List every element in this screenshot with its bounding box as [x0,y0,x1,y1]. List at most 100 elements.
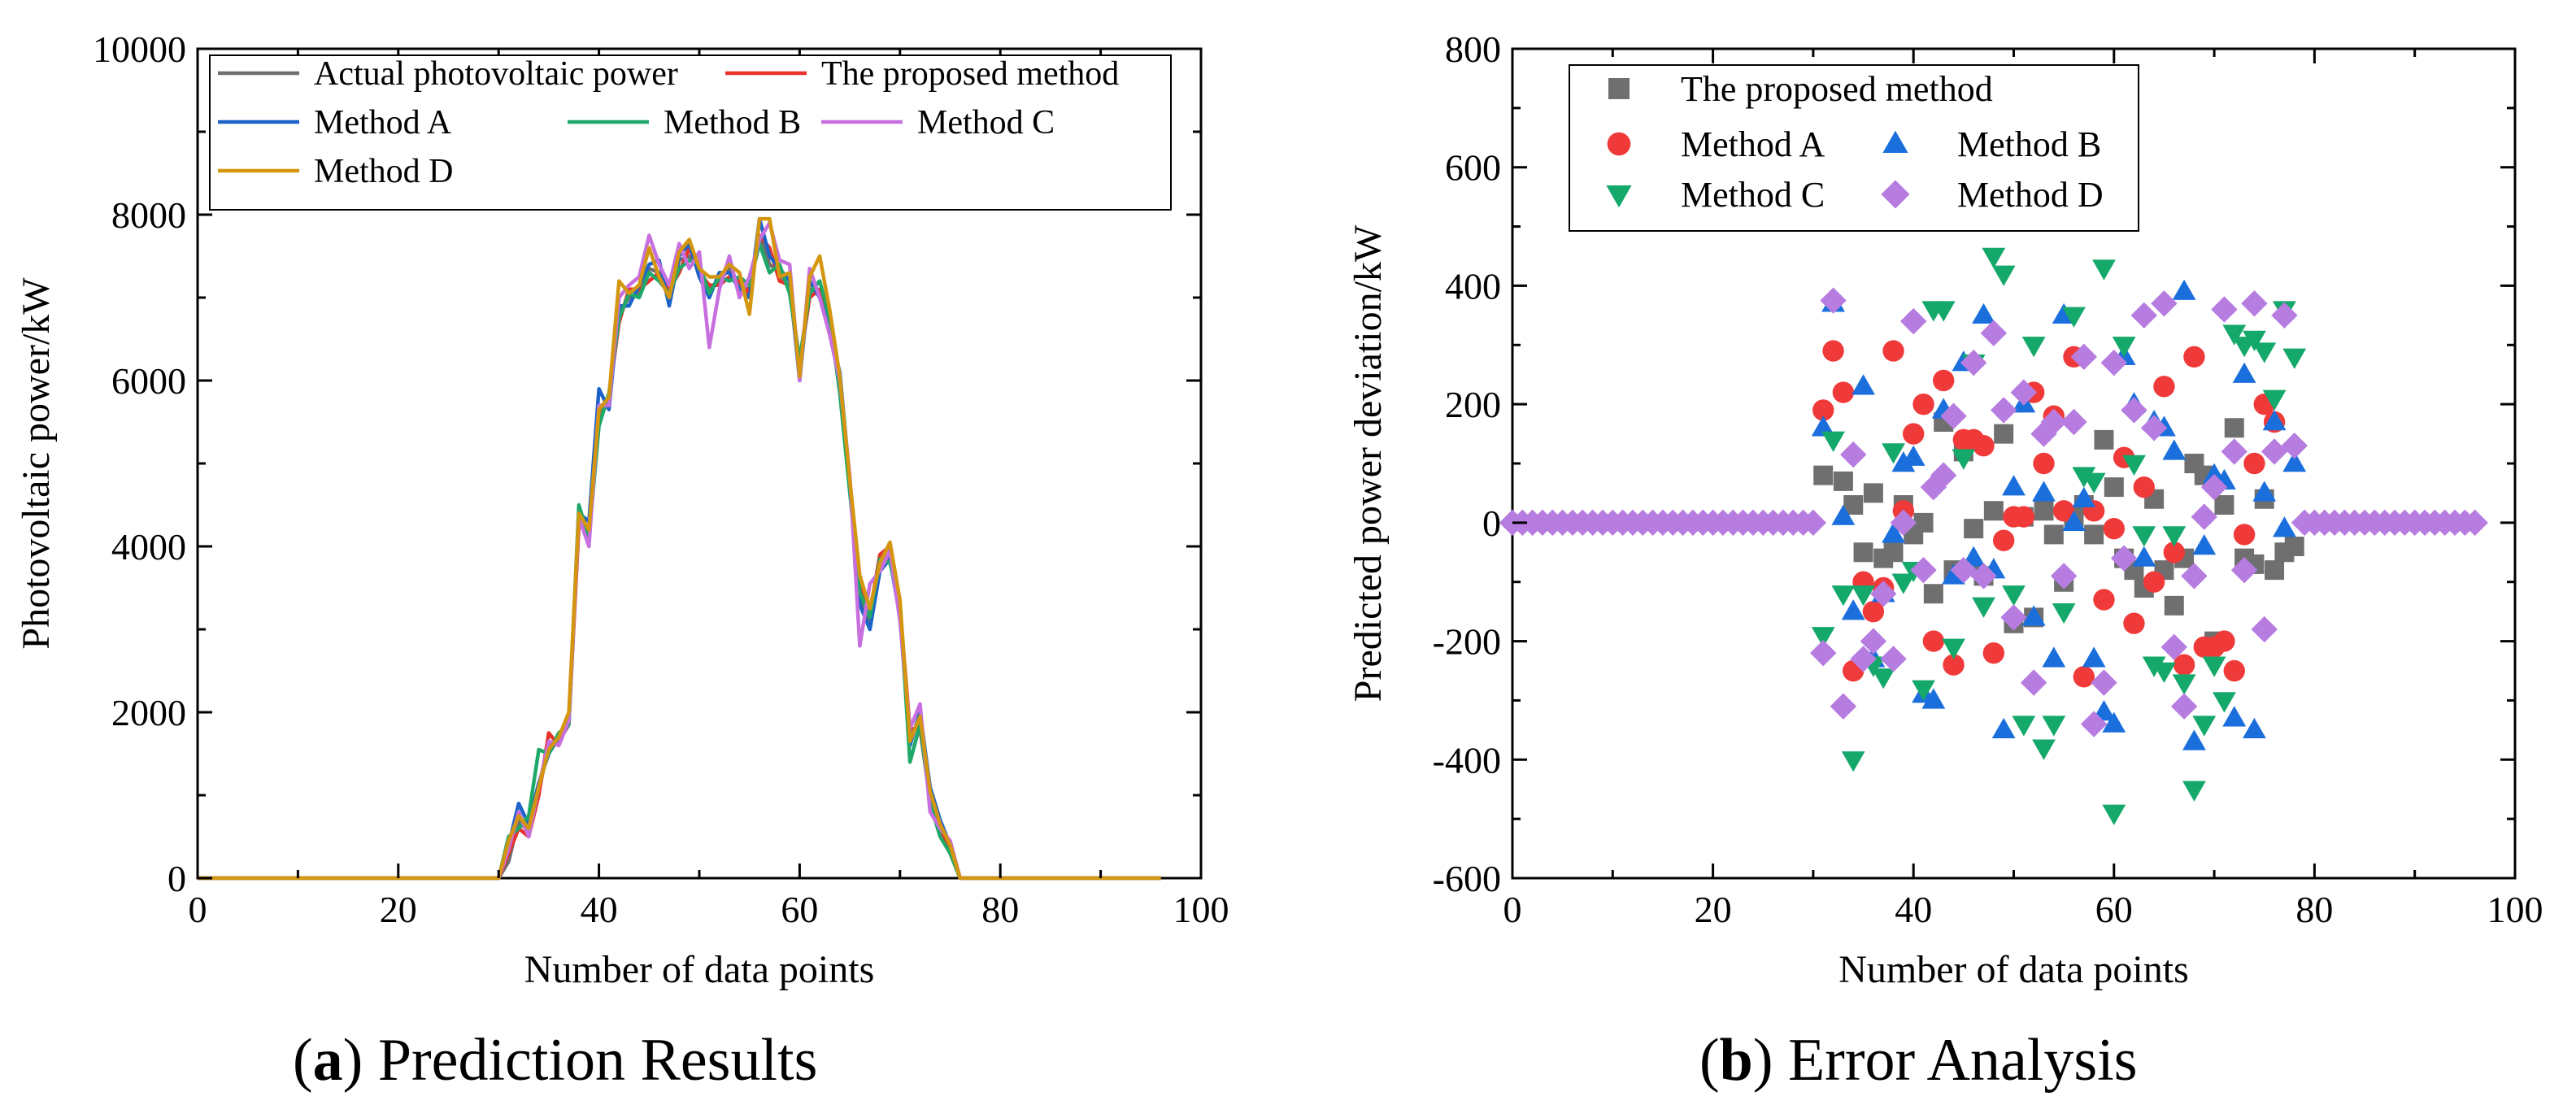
panel-b-marker-s4-p75 [2251,616,2278,643]
panel-b-marker-s3-p6 [1871,668,1895,690]
panel-b-marker-s2-p22 [2032,481,2056,502]
panel-b-marker-s2-p19 [2002,475,2026,496]
panel-b-marker-s0-p28 [2104,477,2124,498]
panel-b-marker-s3-p14 [1952,449,1976,470]
panel-b-marker-s0-p0 [1813,465,1834,485]
panel-b-marker-s0-p16 [1983,501,2004,521]
panel-b-marker-s1-p33 [2143,571,2165,593]
panel-b-marker-s4-p63 [2130,302,2157,329]
panel-b-marker-s3-p33 [2142,656,2166,677]
panel-b-marker-s0-p6 [1883,542,1904,563]
panel-b-marker-s3-p28 [2092,259,2116,281]
panel-b-marker-s3-p2 [1831,585,1856,607]
panel-b-series-4 [1499,287,2488,737]
panel-a-x-tick-label-60: 60 [781,889,818,930]
panel-b-marker-s4-p46 [1960,349,1987,376]
panel-b-marker-s4-p68 [2181,563,2208,589]
panel-b-legend-marker-3 [1606,185,1632,208]
panel-a-y-tick-label-2000: 2000 [111,692,186,733]
panel-b-marker-s3-p12 [1931,301,1956,322]
panel-b-marker-s1-p7 [1882,340,1904,362]
panel-b-marker-s4-p70 [2200,473,2228,501]
panel-b-marker-s3-p16 [1972,597,1995,618]
panel-b-marker-s2-p35 [2162,439,2187,460]
panel-b-y-tick-label-600: 600 [1445,147,1501,189]
panel-a-x-tick-label-0: 0 [189,889,207,930]
panel-a-x-tick-label-40: 40 [581,889,618,930]
panel-a-legend-label-4: Method C [917,104,1055,141]
panel-b-caption-text: Error Analysis [1787,1027,2138,1094]
panel-b-marker-s4-p33 [1830,693,1857,720]
panel-b-marker-s2-p4 [1852,374,1875,395]
panel-b-y-tick-label-200: 200 [1445,384,1501,425]
panel-b-marker-s4-p58 [2080,711,2108,737]
panel-a-x-axis-label: Number of data points [524,948,875,991]
panel-b-marker-s3-p27 [2082,472,2106,494]
panel-a-legend: Actual photovoltaic power The proposed me… [209,54,1172,211]
panel-b-marker-s2-p42 [2232,362,2256,383]
panel-b-marker-s2-p18 [1991,717,2016,739]
panel-b-marker-s4-p49 [1990,397,2017,424]
panel-b-marker-s1-p37 [2183,346,2205,368]
panel-b-marker-s4-p55 [2050,563,2078,589]
panel-b-marker-s2-p38 [2192,534,2217,555]
panel-a-x-tick-label-80: 80 [981,889,1019,930]
panel-b-marker-s0-p2 [1843,495,1864,515]
panel-b-x-tick-label-80: 80 [2295,889,2333,930]
panel-b-marker-s3-p10 [1912,680,1935,701]
panel-b-marker-s1-p9 [1903,423,1925,445]
panel-b-marker-s4-p47 [1970,563,1997,589]
panel-b-marker-s4-p61 [2110,545,2138,572]
panel-b-marker-s2-p21 [2021,605,2046,626]
panel-a-series-line-2 [198,216,1161,881]
panel-b-marker-s3-p40 [2213,692,2236,713]
panel-b-marker-s2-p43 [2243,717,2266,739]
panel-b-x-tick-label-20: 20 [1695,889,1732,930]
panel-b-marker-s4-p34 [1840,441,1867,468]
panel-b-marker-s4-p77 [2271,302,2298,329]
panel-b-marker-s2-p8 [1891,451,1916,472]
panel-a-series-line-3 [198,241,1161,881]
panel-b-marker-s0-p3 [1853,542,1873,563]
panel-b-marker-s4-p57 [2070,343,2098,371]
panel-b-marker-s2-p29 [2102,711,2126,733]
panel-b-legend-label-4: Method D [1957,175,2104,215]
panel-b-marker-s3-p7 [1882,443,1905,464]
panel-b-marker-s4-p74 [2241,290,2268,317]
panel-b-marker-s1-p13 [1943,654,1965,676]
panel-b-marker-s2-p3 [1841,599,1865,620]
panel-b-marker-s4-p35 [1850,646,1877,672]
panel-b-marker-s4-p52 [2020,669,2047,696]
panel-b-marker-s2-p41 [2222,706,2247,727]
panel-b-marker-s0-p27 [2094,429,2114,450]
panel-a-legend-label-0: Actual photovoltaic power [314,55,678,93]
panel-b-marker-s0-p39 [2214,495,2234,515]
panel-b-marker-s4-p48 [1980,320,2008,346]
panel-b-marker-s4-p31 [1810,639,1837,667]
panel-a-legend-box [209,54,1172,211]
panel-a-legend-label-1: The proposed method [821,55,1119,93]
panel-b-marker-s4-p64 [2140,415,2168,442]
panel-b-marker-s3-p44 [2252,342,2277,363]
panel-b-legend-box [1569,64,2139,232]
panel-a-series-line-1 [198,233,1161,881]
panel-b-marker-s3-p41 [2222,324,2247,346]
panel-b-marker-s1-p5 [1862,600,1885,623]
panel-b-marker-s3-p30 [2112,337,2136,358]
panel-b-marker-s2-p27 [2082,646,2106,668]
panel-b-marker-s4-p76 [2261,438,2288,465]
panel-b-marker-s0-p34 [2164,595,2184,616]
panel-b-marker-s4-p38 [1880,646,1907,672]
panel-b-marker-s2-p46 [2273,516,2296,537]
panel-b-x-tick-label-0: 0 [1503,889,1522,930]
panel-b-marker-s4-p37 [1870,581,1897,607]
panel-b-marker-s0-p14 [1964,519,1984,539]
panel-b-error-analysis: 0 20 40 60 80 100 -600 -400 -200 0 200 400 600 800 Nu… [1347,28,2543,991]
panel-b-marker-s4-p96 [2461,509,2488,537]
panel-b-marker-s4-p40 [1900,307,1927,335]
panel-b-marker-s1-p24 [2052,500,2075,522]
panel-b-marker-s3-p0 [1811,627,1835,648]
panel-b-marker-s3-p22 [2032,739,2056,760]
panel-b-marker-s1-p0 [1812,399,1834,421]
panel-b-marker-s1-p1 [1822,340,1844,362]
